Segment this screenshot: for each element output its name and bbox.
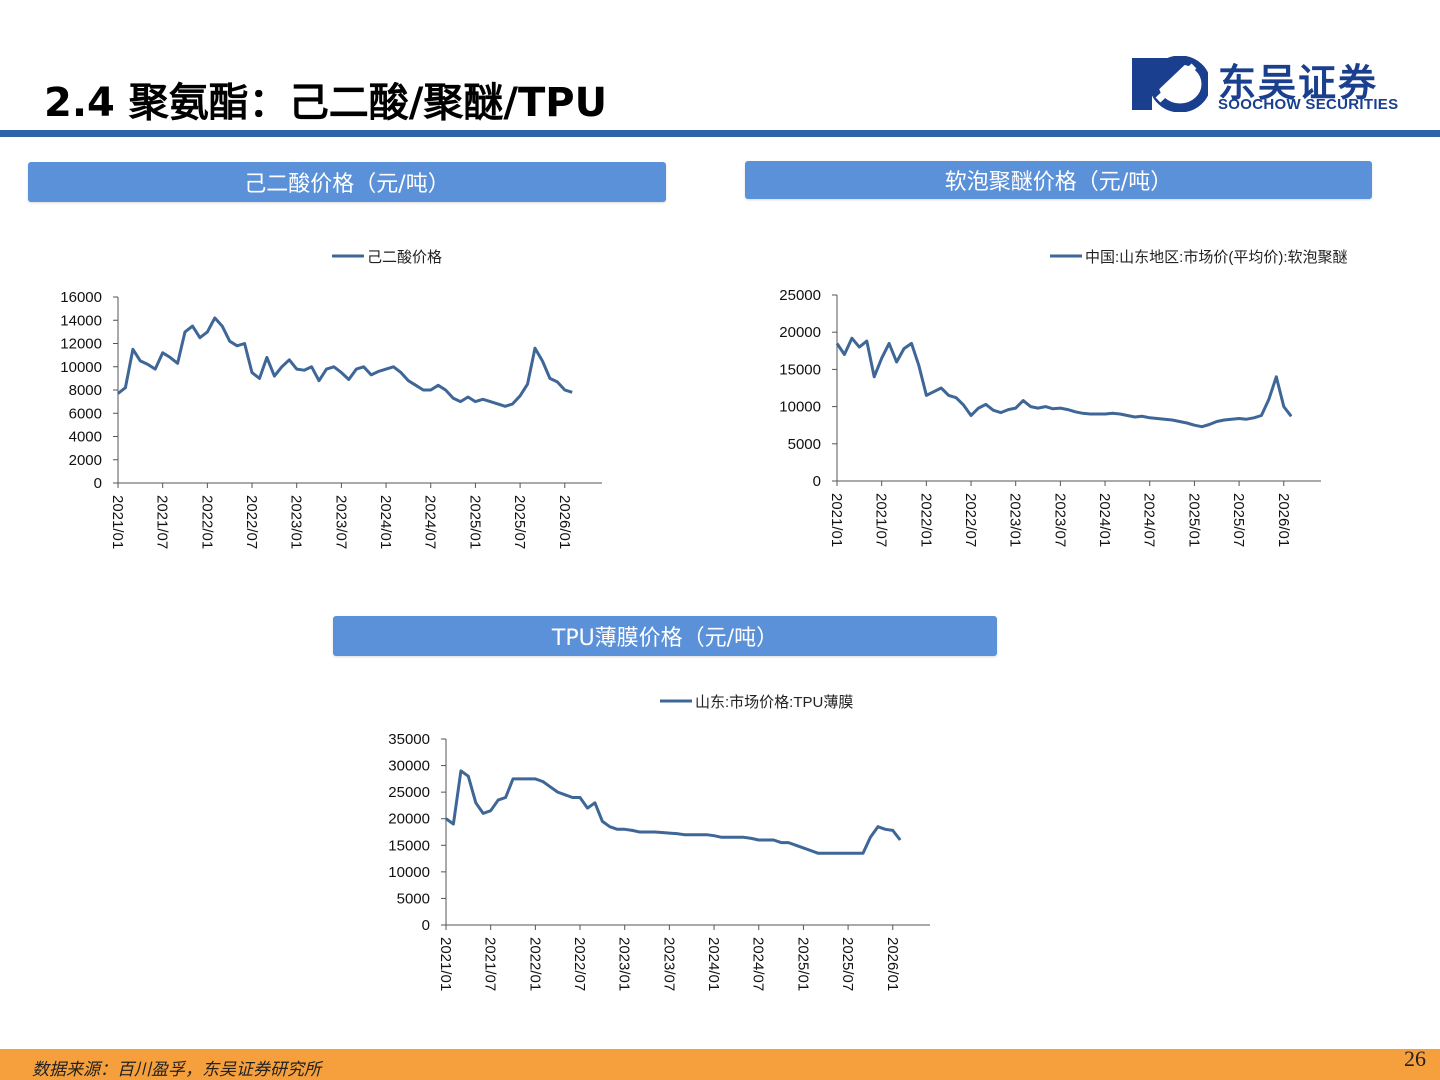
x-tick-label: 2024/01: [1096, 493, 1113, 547]
polyether-banner: 软泡聚醚价格（元/吨）: [745, 161, 1372, 199]
x-tick-label: 2022/07: [571, 937, 588, 991]
legend-label: 己二酸价格: [367, 249, 442, 266]
x-tick-label: 2021/01: [437, 937, 454, 991]
legend-label: 中国:山东地区:市场价(平均价):软泡聚醚: [1085, 249, 1348, 266]
data-source: 数据来源：百川盈孚，东吴证券研究所: [32, 1060, 321, 1080]
y-tick-label: 14000: [60, 312, 102, 329]
x-tick-label: 2024/01: [705, 937, 722, 991]
y-tick-label: 8000: [69, 382, 102, 399]
x-tick-label: 2021/07: [873, 493, 890, 547]
x-tick-label: 2025/01: [794, 937, 811, 991]
y-tick-label: 12000: [60, 336, 102, 353]
chart-legend: 己二酸价格: [332, 249, 442, 266]
x-tick-label: 2022/07: [962, 493, 979, 547]
y-tick-label: 25000: [779, 287, 821, 304]
y-tick-label: 35000: [388, 731, 430, 748]
y-tick-label: 20000: [779, 324, 821, 341]
tpu-film-banner: TPU薄膜价格（元/吨）: [333, 616, 997, 656]
adipic-acid-chart: 己二酸价格 0 2000 4000 6000 8000 10000 12000 14000 160…: [30, 235, 630, 575]
x-tick-label: 2022/01: [917, 493, 934, 547]
x-tick-label: 2023/07: [332, 495, 349, 549]
x-tick-label: 2022/07: [243, 495, 260, 549]
y-tick-label: 2000: [69, 452, 102, 469]
x-tick-label: 2026/01: [884, 937, 901, 991]
x-tick-label: 2021/07: [154, 495, 171, 549]
y-tick-label: 10000: [388, 864, 430, 881]
adipic-acid-banner: 己二酸价格（元/吨）: [28, 162, 666, 202]
y-tick-label: 20000: [388, 811, 430, 828]
company-logo: 东吴证券 SOOCHOW SECURITIES: [1132, 56, 1407, 116]
y-tick-label: 30000: [388, 758, 430, 775]
y-tick-label: 4000: [69, 429, 102, 446]
x-tick-label: 2024/07: [422, 495, 439, 549]
x-tick-label: 2023/01: [616, 937, 633, 991]
series-line: [117, 316, 573, 408]
x-tick-label: 2025/07: [839, 937, 856, 991]
polyether-chart-svg: 中国:山东地区:市场价(平均价):软泡聚醚 0 5000 10000 15000 2000…: [779, 249, 1348, 547]
x-tick-label: 2025/07: [1230, 493, 1247, 547]
x-tick-label: 2026/01: [1275, 493, 1292, 547]
y-tick-label: 10000: [60, 359, 102, 376]
header-divider: [0, 130, 1440, 137]
series-line: [835, 336, 1293, 429]
x-tick-label: 2025/07: [511, 495, 528, 549]
y-tick-label: 6000: [69, 405, 102, 422]
x-tick-label: 2021/07: [482, 937, 499, 991]
x-tick-label: 2023/07: [1051, 493, 1068, 547]
chart-legend: 中国:山东地区:市场价(平均价):软泡聚醚: [1050, 249, 1348, 266]
legend-label: 山东:市场价格:TPU薄膜: [695, 694, 853, 711]
chart-legend: 山东:市场价格:TPU薄膜: [660, 694, 853, 711]
logo-english-name: SOOCHOW SECURITIES: [1218, 96, 1399, 113]
y-tick-label: 10000: [779, 399, 821, 416]
adipic-acid-chart-svg: 己二酸价格 0 2000 4000 6000 8000 10000 12000 14000 160…: [60, 249, 602, 549]
y-tick-label: 0: [422, 917, 430, 934]
polyether-chart: 中国:山东地区:市场价(平均价):软泡聚醚 0 5000 10000 15000 2000…: [740, 235, 1380, 575]
x-tick-label: 2026/01: [556, 495, 573, 549]
x-tick-label: 2023/07: [660, 937, 677, 991]
x-tick-label: 2023/01: [1007, 493, 1024, 547]
page-title: 2.4 聚氨酯：己二酸/聚醚/TPU: [44, 80, 608, 126]
page-number: 26: [1404, 1046, 1426, 1071]
series-line: [445, 769, 902, 855]
soochow-logo-icon: [1132, 56, 1208, 112]
y-tick-label: 5000: [788, 436, 821, 453]
x-tick-label: 2023/01: [288, 495, 305, 549]
y-tick-label: 0: [813, 473, 821, 490]
y-tick-label: 15000: [388, 837, 430, 854]
y-tick-label: 5000: [397, 890, 430, 907]
y-tick-label: 15000: [779, 361, 821, 378]
x-tick-label: 2025/01: [466, 495, 483, 549]
footer-bar: 数据来源：百川盈孚，东吴证券研究所: [0, 1049, 1440, 1080]
y-tick-label: 16000: [60, 289, 102, 306]
x-tick-label: 2021/01: [828, 493, 845, 547]
x-tick-label: 2025/01: [1185, 493, 1202, 547]
tpu-film-chart: 山东:市场价格:TPU薄膜 0 5000 10000 15000 20000 25000 30…: [360, 680, 980, 1020]
tpu-film-chart-svg: 山东:市场价格:TPU薄膜 0 5000 10000 15000 20000 25000 30…: [388, 694, 930, 991]
x-tick-label: 2024/07: [750, 937, 767, 991]
logo-chinese-name: 东吴证券: [1218, 61, 1379, 105]
x-tick-label: 2022/01: [198, 495, 215, 549]
x-tick-label: 2024/01: [377, 495, 394, 549]
x-tick-label: 2024/07: [1141, 493, 1158, 547]
x-tick-label: 2021/01: [109, 495, 126, 549]
y-tick-label: 25000: [388, 784, 430, 801]
x-tick-label: 2022/01: [526, 937, 543, 991]
y-tick-label: 0: [94, 475, 102, 492]
